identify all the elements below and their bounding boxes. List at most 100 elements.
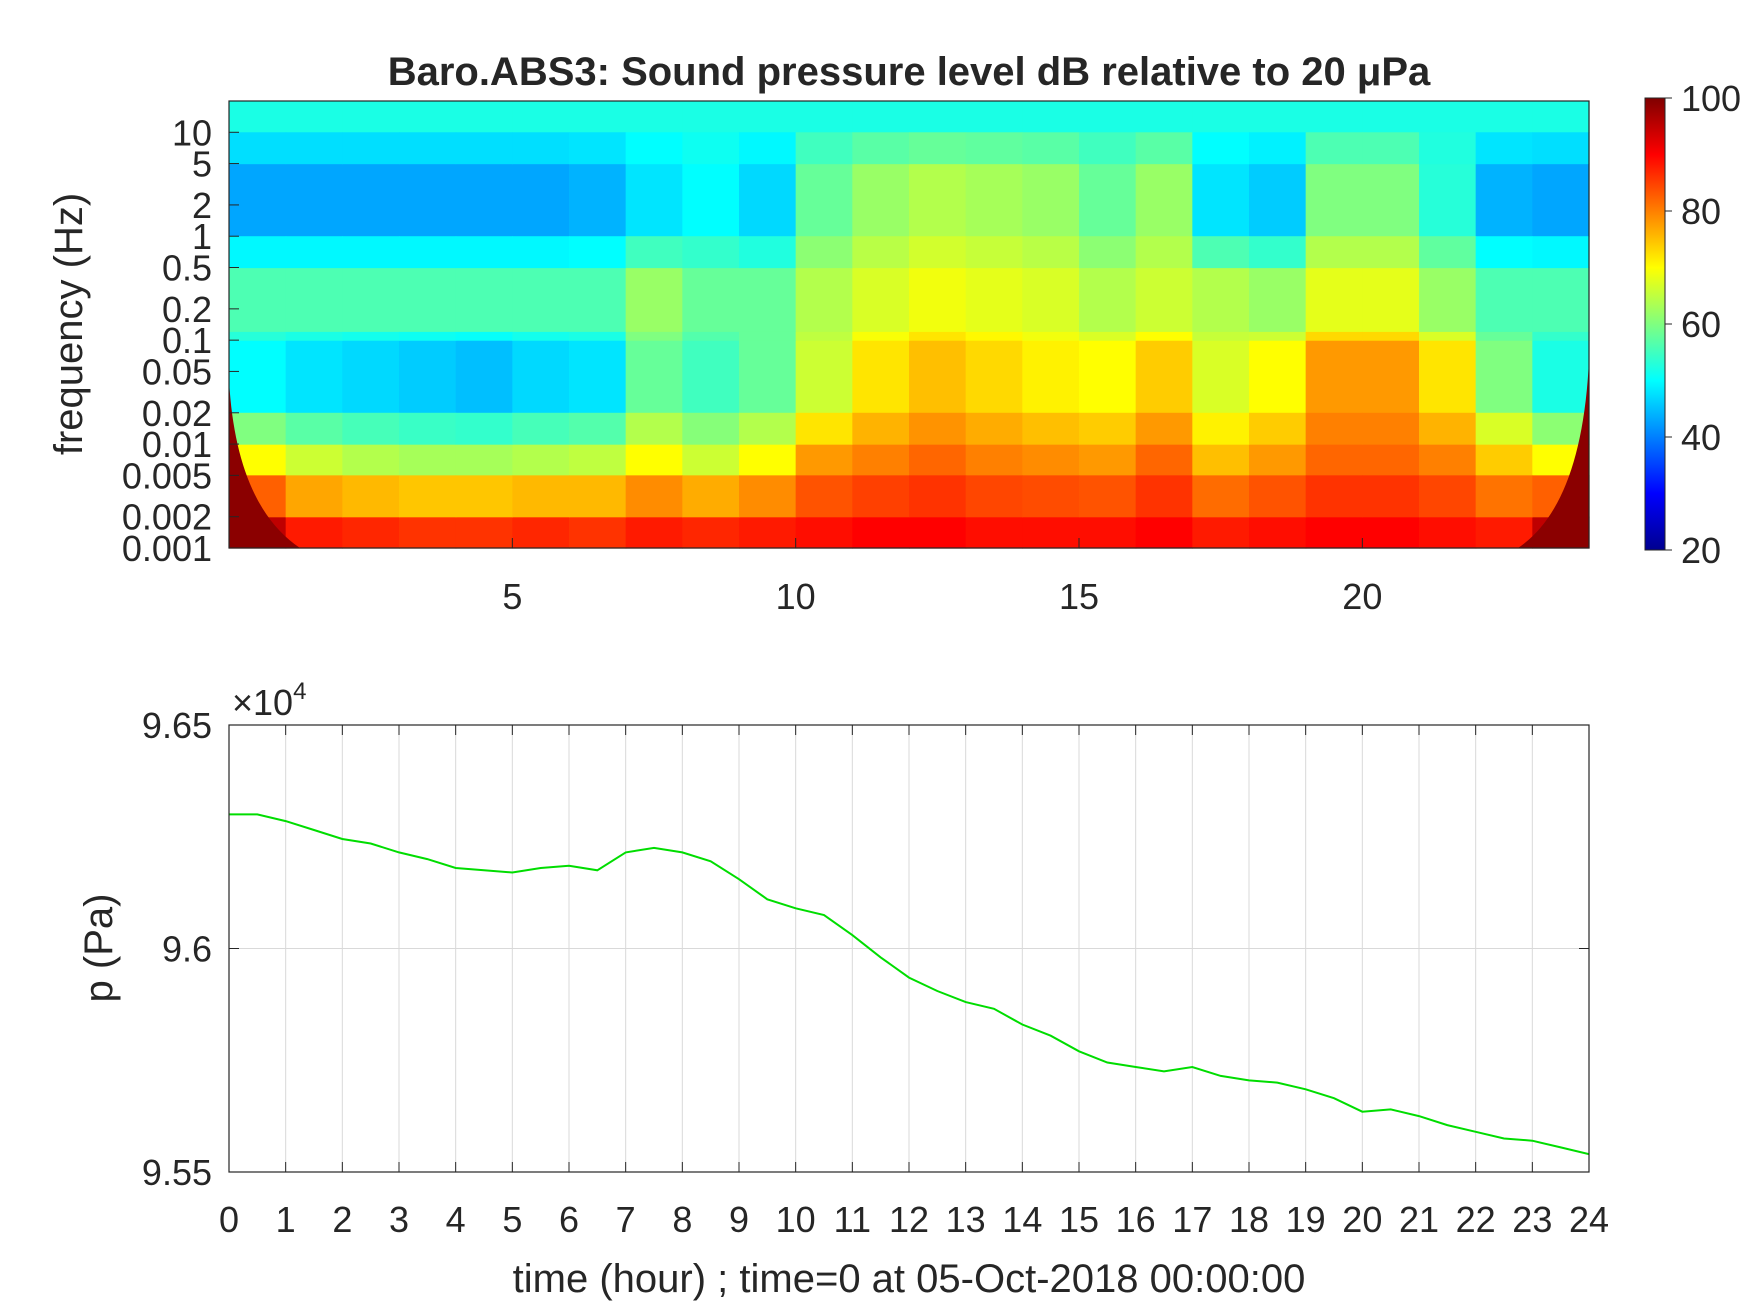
heatmap-cell bbox=[1475, 340, 1533, 414]
colorbar bbox=[1644, 97, 1666, 551]
heatmap-cell bbox=[1362, 475, 1420, 518]
spectrogram-right-edge bbox=[1518, 360, 1589, 548]
heatmap-cell bbox=[1022, 412, 1080, 445]
heatmap-cell bbox=[795, 412, 853, 445]
heatmap-cell bbox=[852, 132, 910, 165]
heatmap-cell bbox=[1135, 132, 1193, 165]
heatmap-cell bbox=[1362, 163, 1420, 237]
heatmap-cell bbox=[229, 163, 287, 237]
heatmap-cell bbox=[1305, 101, 1363, 133]
heatmap-cell bbox=[1305, 331, 1363, 341]
heatmap-cell bbox=[1022, 163, 1080, 237]
spectrogram-xtick-label: 5 bbox=[502, 576, 522, 617]
heatmap-cell bbox=[1079, 163, 1137, 237]
heatmap-cell bbox=[569, 475, 627, 518]
colorbar-tick-label: 20 bbox=[1681, 530, 1721, 571]
heatmap-cell bbox=[1475, 331, 1533, 341]
heatmap-cell bbox=[1475, 236, 1533, 269]
heatmap-cell bbox=[1362, 444, 1420, 476]
heatmap-cell bbox=[569, 267, 627, 333]
line-xtick-label: 22 bbox=[1456, 1199, 1496, 1240]
heatmap-cell bbox=[1135, 163, 1193, 237]
heatmap-cell bbox=[625, 132, 683, 165]
heatmap-cell bbox=[1249, 236, 1307, 269]
heatmap-cell bbox=[512, 340, 570, 414]
line-xtick-label: 1 bbox=[276, 1199, 296, 1240]
spectrogram-heatmap bbox=[229, 101, 1590, 549]
heatmap-cell bbox=[342, 163, 400, 237]
heatmap-cell bbox=[1249, 331, 1307, 341]
heatmap-cell bbox=[909, 236, 967, 269]
heatmap-cell bbox=[1419, 331, 1477, 341]
heatmap-cell bbox=[625, 236, 683, 269]
heatmap-cell bbox=[229, 331, 287, 341]
heatmap-cell bbox=[1192, 412, 1250, 445]
heatmap-cell bbox=[342, 132, 400, 165]
heatmap-cell bbox=[342, 340, 400, 414]
line-xtick-label: 14 bbox=[1002, 1199, 1042, 1240]
heatmap-cell bbox=[852, 412, 910, 445]
heatmap-cell bbox=[795, 516, 853, 549]
heatmap-cell bbox=[909, 331, 967, 341]
heatmap-cell bbox=[1305, 412, 1363, 445]
heatmap-cell bbox=[285, 340, 343, 414]
colorbar-tick-label: 80 bbox=[1681, 191, 1721, 232]
heatmap-cell bbox=[512, 331, 570, 341]
heatmap-cell bbox=[455, 331, 513, 341]
heatmap-cell bbox=[399, 132, 457, 165]
line-xtick-label: 23 bbox=[1512, 1199, 1552, 1240]
heatmap-cell bbox=[739, 444, 797, 476]
heatmap-cell bbox=[852, 236, 910, 269]
heatmap-cell bbox=[852, 163, 910, 237]
heatmap-cell bbox=[1192, 163, 1250, 237]
heatmap-cell bbox=[1362, 331, 1420, 341]
spectrogram-ytick-label: 1 bbox=[192, 216, 212, 257]
heatmap-cell bbox=[285, 331, 343, 341]
spectrogram-ytick-label: 10 bbox=[172, 112, 212, 153]
heatmap-cell bbox=[1305, 444, 1363, 476]
colorbar-tick-label: 40 bbox=[1681, 417, 1721, 458]
colorbar-ticks: 100 80 60 40 20 bbox=[1665, 78, 1741, 571]
heatmap-cell bbox=[569, 331, 627, 341]
heatmap-cell bbox=[1532, 236, 1590, 269]
heatmap-cell bbox=[1079, 331, 1137, 341]
heatmap-cell bbox=[1135, 101, 1193, 133]
line-xtick-label: 24 bbox=[1569, 1199, 1609, 1240]
heatmap-cell bbox=[1305, 267, 1363, 333]
heatmap-cell bbox=[399, 267, 457, 333]
heatmap-cell bbox=[1135, 516, 1193, 549]
heatmap-cell bbox=[285, 163, 343, 237]
heatmap-cell bbox=[1249, 516, 1307, 549]
heatmap-cell bbox=[739, 475, 797, 518]
heatmap-cell bbox=[739, 340, 797, 414]
heatmap-cell bbox=[625, 475, 683, 518]
heatmap-cell bbox=[852, 331, 910, 341]
heatmap-cell bbox=[285, 475, 343, 518]
heatmap-cell bbox=[1022, 101, 1080, 133]
heatmap-cell bbox=[399, 516, 457, 549]
heatmap-cell bbox=[1022, 267, 1080, 333]
heatmap-cell bbox=[455, 340, 513, 414]
heatmap-cell bbox=[739, 516, 797, 549]
heatmap-cell bbox=[1192, 132, 1250, 165]
heatmap-cell bbox=[795, 101, 853, 133]
spectrogram-ytick-label: 5 bbox=[192, 144, 212, 185]
heatmap-cell bbox=[1192, 444, 1250, 476]
heatmap-cell bbox=[852, 475, 910, 518]
heatmap-cell bbox=[739, 101, 797, 133]
heatmap-cell bbox=[1079, 132, 1137, 165]
heatmap-cell bbox=[739, 267, 797, 333]
heatmap-cell bbox=[909, 101, 967, 133]
heatmap-cell bbox=[965, 340, 1023, 414]
heatmap-cell bbox=[1249, 163, 1307, 237]
heatmap-cell bbox=[682, 340, 740, 414]
heatmap-cell bbox=[1192, 475, 1250, 518]
heatmap-cell bbox=[285, 267, 343, 333]
heatmap-cell bbox=[399, 163, 457, 237]
heatmap-cell bbox=[455, 444, 513, 476]
heatmap-cell bbox=[739, 236, 797, 269]
heatmap-cell bbox=[625, 101, 683, 133]
heatmap-cell bbox=[795, 444, 853, 476]
colorbar-tick-label: 100 bbox=[1681, 78, 1741, 119]
